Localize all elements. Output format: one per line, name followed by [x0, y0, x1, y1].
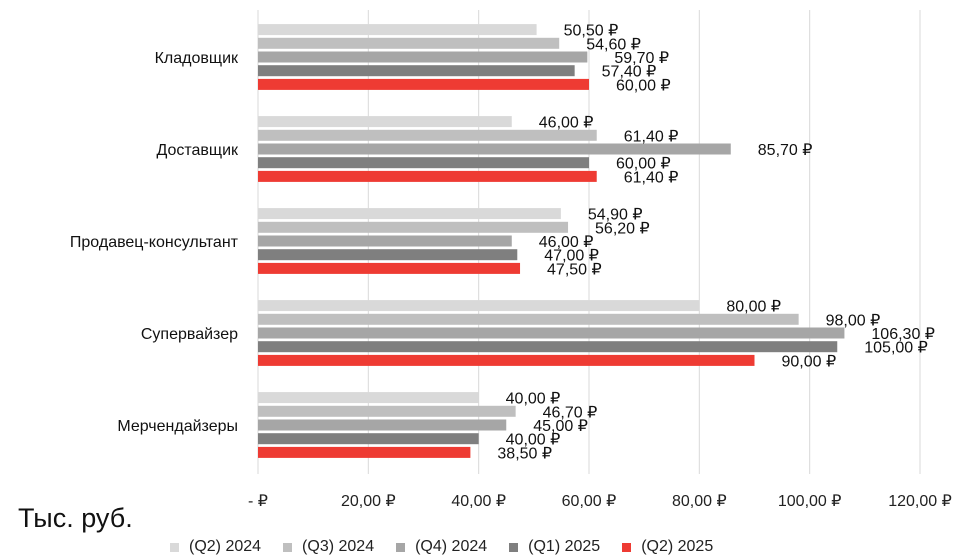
x-tick-label: 80,00 ₽	[672, 493, 727, 510]
bar	[258, 249, 518, 261]
x-tick-label: 40,00 ₽	[451, 493, 506, 510]
data-label: 59,70 ₽	[614, 50, 669, 67]
x-tick-labels: - ₽ 20,00 ₽ 40,00 ₽ 60,00 ₽ 80,00 ₽ 100,00 ₽ 1…	[248, 493, 952, 510]
data-label: 56,20 ₽	[595, 220, 650, 237]
legend-item: (Q2) 2024	[170, 538, 261, 556]
data-label: 40,00 ₽	[506, 432, 561, 449]
legend-label: (Q3) 2024	[302, 538, 375, 555]
data-label: 54,90 ₽	[588, 207, 643, 224]
bar	[258, 235, 512, 247]
data-label: 47,50 ₽	[547, 261, 602, 278]
data-label: 46,70 ₽	[543, 404, 598, 421]
bar	[258, 157, 589, 169]
bar	[258, 419, 507, 431]
data-label: 90,00 ₽	[782, 353, 837, 370]
data-label: 61,40 ₽	[624, 169, 679, 186]
x-tick-label: 60,00 ₽	[562, 493, 617, 510]
bar	[258, 341, 838, 353]
data-labels: 50,50 ₽54,60 ₽59,70 ₽57,40 ₽60,00 ₽46,00…	[497, 23, 935, 463]
data-label: 45,00 ₽	[533, 418, 588, 435]
bar	[258, 37, 560, 49]
bar	[258, 392, 479, 404]
legend-item: (Q1) 2025	[509, 538, 600, 556]
x-tick-label: 100,00 ₽	[778, 493, 842, 510]
legend-item: (Q3) 2024	[283, 538, 374, 556]
data-label: 38,50 ₽	[497, 445, 552, 462]
bar	[258, 433, 479, 445]
bar	[258, 262, 521, 274]
legend-label: (Q2) 2025	[641, 538, 714, 555]
data-label: 80,00 ₽	[726, 299, 781, 316]
data-label: 50,50 ₽	[564, 23, 619, 40]
data-label: 106,30 ₽	[871, 326, 935, 343]
bar	[258, 116, 512, 128]
data-label: 46,00 ₽	[539, 115, 594, 132]
legend-label: (Q4) 2024	[415, 538, 488, 555]
data-label: 98,00 ₽	[826, 312, 881, 329]
legend-swatch	[509, 542, 519, 552]
bar	[258, 51, 588, 63]
x-tick-label: - ₽	[248, 493, 268, 510]
data-label: 40,00 ₽	[506, 391, 561, 408]
bar	[258, 446, 471, 458]
legend-swatch	[170, 542, 179, 552]
bar	[258, 313, 799, 325]
data-label: 46,00 ₽	[539, 234, 594, 251]
category-label: Супервайзер	[141, 326, 238, 343]
data-label: 61,40 ₽	[624, 128, 679, 145]
bars	[258, 24, 845, 458]
bar	[258, 65, 575, 77]
category-label: Кладовщик	[155, 50, 239, 67]
x-tick-label: 20,00 ₽	[341, 493, 396, 510]
category-labels: Кладовщик Доставщик Продавец-консультант Су…	[70, 50, 239, 435]
legend-item: (Q4) 2024	[396, 538, 487, 556]
data-label: 60,00 ₽	[616, 77, 671, 94]
unit-label: Тыс. руб.	[18, 503, 133, 533]
category-label: Мерчендайзеры	[117, 418, 238, 435]
data-label: 57,40 ₽	[602, 64, 657, 81]
bar	[258, 208, 561, 220]
data-label: 85,70 ₽	[758, 142, 813, 159]
legend-label: (Q1) 2025	[528, 538, 601, 555]
legend-swatch	[283, 542, 293, 552]
bar	[258, 405, 516, 417]
bar	[258, 24, 537, 36]
data-label: 54,60 ₽	[586, 36, 641, 53]
bar	[258, 78, 589, 90]
data-label: 47,00 ₽	[544, 248, 599, 265]
data-label: 105,00 ₽	[864, 340, 928, 357]
x-tick-label: 120,00 ₽	[888, 493, 952, 510]
category-label: Доставщик	[156, 142, 239, 159]
bar	[258, 129, 597, 141]
category-label: Продавец-консультант	[70, 234, 239, 251]
legend-swatch	[396, 542, 406, 552]
legend-swatch	[622, 542, 632, 552]
data-label: 60,00 ₽	[616, 156, 671, 173]
bar	[258, 143, 731, 155]
bar	[258, 327, 845, 339]
bar	[258, 300, 700, 312]
bar	[258, 354, 755, 366]
legend-label: (Q2) 2024	[189, 538, 262, 555]
bar	[258, 170, 597, 182]
legend: (Q2) 2024 (Q3) 2024 (Q4) 2024 (Q1) 2025 (Q2)…	[170, 538, 735, 556]
legend-item: (Q2) 2025	[622, 538, 713, 556]
bar	[258, 221, 569, 233]
